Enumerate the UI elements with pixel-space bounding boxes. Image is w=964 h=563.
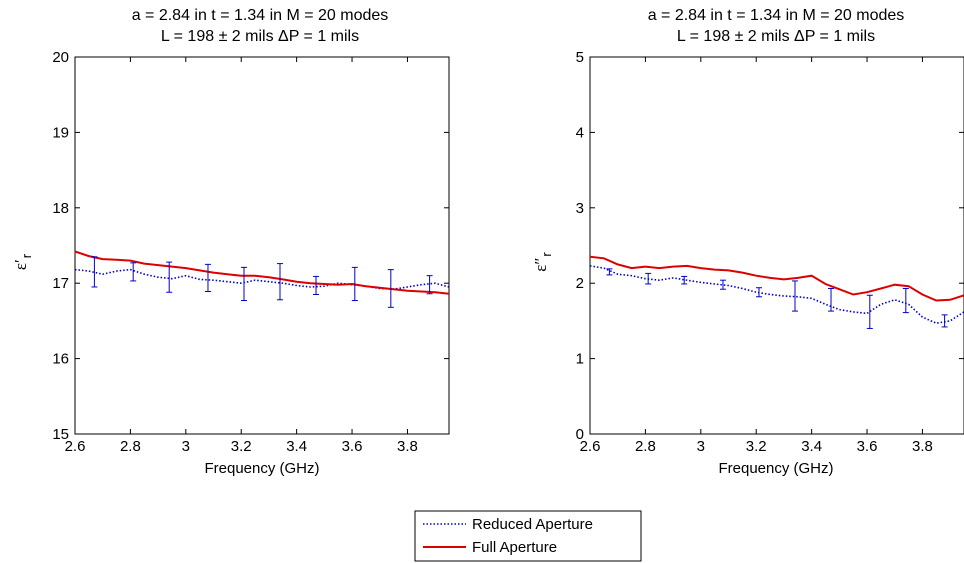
right-title-line-1: a = 2.84 in t = 1.34 in M = 20 modes	[648, 7, 905, 24]
right-error-bar	[902, 287, 909, 314]
left-y-axis-symbol: ε′	[11, 259, 30, 270]
left-y-tick-label: 19	[52, 124, 69, 141]
left-y-axis-label: ε′r	[11, 253, 34, 270]
right-y-axis-symbol: ε″	[531, 258, 550, 272]
right-error-bar	[792, 280, 799, 312]
legend-label-full-aperture: Full Aperture	[472, 539, 557, 556]
left-x-ticks: 2.6 2.8 3 3.2 3.4 3.6 3.8	[65, 57, 418, 455]
right-x-axis-label: Frequency (GHz)	[718, 460, 833, 477]
left-y-tick-label: 20	[52, 49, 69, 66]
left-error-bar	[130, 262, 137, 282]
left-series-reduced-aperture	[74, 268, 450, 291]
left-x-tick-label: 2.8	[120, 438, 141, 455]
left-series	[74, 250, 450, 308]
right-x-tick-label: 3.6	[857, 438, 878, 455]
left-x-tick-label: 2.6	[65, 438, 86, 455]
left-error-bar	[426, 275, 433, 295]
left-error-bar	[387, 269, 394, 308]
right-series	[589, 255, 964, 329]
right-y-tick-label: 0	[576, 426, 584, 443]
left-x-tick-label: 3.8	[397, 438, 418, 455]
right-error-bar	[755, 287, 762, 298]
left-x-tick-label: 3.4	[286, 438, 307, 455]
right-y-tick-label: 3	[576, 200, 584, 217]
right-x-tick-label: 3.4	[801, 438, 822, 455]
right-x-tick-label: 2.8	[635, 438, 656, 455]
left-title-line-1: a = 2.84 in t = 1.34 in M = 20 modes	[132, 7, 389, 24]
right-y-axis-subscript: r	[539, 252, 554, 257]
right-error-bar	[828, 287, 835, 312]
right-error-bar	[719, 279, 726, 290]
right-x-tick-label: 3.2	[746, 438, 767, 455]
right-y-ticks: 0 1 2 3 4 5	[576, 49, 964, 443]
left-y-ticks: 15 16 17 18 19 20	[52, 49, 449, 443]
left-x-tick-label: 3	[182, 438, 190, 455]
right-panel: a = 2.84 in t = 1.34 in M = 20 modes L =…	[531, 7, 964, 477]
right-error-bar	[681, 275, 688, 285]
left-y-axis-subscript: r	[19, 253, 34, 258]
right-series-full-aperture	[589, 255, 964, 302]
left-y-tick-label: 17	[52, 275, 69, 292]
right-error-bar	[645, 272, 652, 285]
right-y-tick-label: 1	[576, 351, 584, 368]
right-y-axis-label: ε″r	[531, 252, 554, 272]
left-error-bar	[277, 263, 284, 301]
left-y-tick-label: 18	[52, 200, 69, 217]
right-x-tick-label: 2.6	[580, 438, 601, 455]
right-x-tick-label: 3.8	[912, 438, 933, 455]
left-series-full-aperture	[74, 250, 450, 295]
right-y-axis-label-text: ε″r	[531, 252, 554, 272]
right-y-tick-label: 2	[576, 275, 584, 292]
right-series-reduced-aperture	[589, 265, 964, 325]
left-error-bar	[240, 266, 247, 302]
left-error-bar	[91, 256, 98, 288]
right-error-bar	[866, 294, 873, 329]
left-error-bar	[204, 263, 211, 292]
left-error-bar	[351, 266, 358, 302]
right-x-ticks: 2.6 2.8 3 3.2 3.4 3.6 3.8	[580, 57, 933, 455]
left-plot-frame	[74, 56, 450, 435]
right-error-bar	[606, 268, 613, 276]
right-plot-frame	[589, 56, 964, 435]
right-y-tick-label: 4	[576, 124, 584, 141]
left-y-tick-label: 16	[52, 351, 69, 368]
left-x-tick-label: 3.6	[342, 438, 363, 455]
right-x-tick-label: 3	[697, 438, 705, 455]
right-y-tick-label: 5	[576, 49, 584, 66]
right-title-line-2: L = 198 ± 2 mils ΔP = 1 mils	[677, 28, 875, 45]
legend-box	[414, 510, 642, 562]
left-x-axis-label: Frequency (GHz)	[204, 460, 319, 477]
left-error-bar	[313, 275, 320, 296]
left-title-line-2: L = 198 ± 2 mils ΔP = 1 mils	[161, 28, 359, 45]
legend-label-reduced-aperture: Reduced Aperture	[472, 516, 593, 533]
left-y-axis-label-text: ε′r	[11, 253, 34, 270]
left-panel: a = 2.84 in t = 1.34 in M = 20 modes L =…	[11, 7, 450, 477]
left-y-tick-label: 15	[52, 426, 69, 443]
left-error-bar	[166, 261, 173, 293]
legend: Reduced Aperture Full Aperture	[414, 510, 642, 562]
right-error-bar	[941, 314, 948, 328]
left-x-tick-label: 3.2	[231, 438, 252, 455]
